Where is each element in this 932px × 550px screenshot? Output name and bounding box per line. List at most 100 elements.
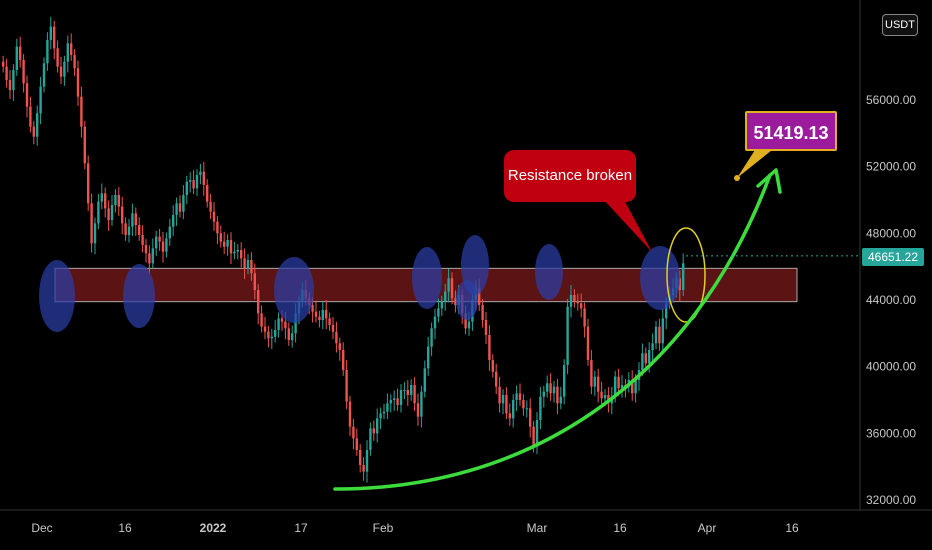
- candle-body: [284, 321, 287, 329]
- y-tick-label: 48000.00: [866, 226, 916, 240]
- candle-body: [229, 240, 233, 254]
- candle-body: [46, 40, 49, 64]
- x-tick-label: 16: [785, 521, 799, 535]
- candle-body: [420, 391, 423, 417]
- candle-body: [518, 393, 522, 400]
- candle-body: [127, 226, 131, 235]
- candle-body: [49, 26, 52, 40]
- candle-body: [287, 328, 290, 340]
- candle-body: [552, 386, 556, 394]
- highlight-circle: [461, 235, 489, 295]
- candle-body: [508, 413, 511, 419]
- candle-body: [110, 205, 114, 220]
- highlight-circle: [39, 260, 75, 332]
- candle-body: [236, 250, 239, 252]
- candle-body: [614, 376, 617, 397]
- candle-body: [199, 171, 202, 175]
- target-pointer: [737, 150, 772, 178]
- candle-body: [267, 331, 270, 339]
- y-tick-label: 56000.00: [866, 93, 916, 107]
- candle-body: [580, 303, 583, 309]
- candle-body: [488, 335, 491, 360]
- candle-body: [654, 326, 658, 344]
- candle-body: [80, 96, 83, 127]
- highlight-circle: [412, 247, 442, 309]
- candle-body: [280, 318, 284, 322]
- highlight-circle: [640, 246, 680, 310]
- candle-body: [369, 428, 372, 450]
- candle-body: [53, 26, 56, 49]
- candle-body: [682, 263, 685, 290]
- candle-body: [216, 221, 219, 234]
- candle-body: [138, 225, 141, 235]
- candle-body: [539, 396, 542, 420]
- highlight-circle: [535, 244, 563, 300]
- candle-body: [39, 86, 42, 114]
- candle-body: [512, 400, 515, 419]
- candle-body: [318, 316, 321, 320]
- candle-body: [631, 380, 634, 394]
- candle-body: [678, 278, 681, 290]
- candle-body: [131, 213, 134, 227]
- candle-body: [87, 163, 90, 204]
- candle-body: [314, 311, 318, 317]
- candle-body: [342, 350, 345, 370]
- candle-body: [12, 70, 15, 90]
- x-tick-label: 16: [118, 521, 132, 535]
- y-tick-label: 32000.00: [866, 493, 916, 507]
- candle-body: [590, 360, 593, 387]
- x-tick-label: 16: [613, 521, 627, 535]
- candle-body: [433, 316, 437, 329]
- current-price-tag: 46651.22: [862, 248, 924, 266]
- candle-body: [586, 326, 590, 360]
- currency-badge[interactable]: USDT: [882, 14, 918, 36]
- candle-body: [423, 368, 426, 392]
- candle-body: [66, 43, 69, 62]
- candle-body: [8, 80, 12, 90]
- candle-body: [70, 43, 73, 55]
- candle-body: [22, 60, 25, 84]
- candle-body: [559, 396, 562, 404]
- candle-body: [563, 365, 566, 397]
- candle-body: [117, 195, 120, 207]
- highlight-circle: [123, 264, 155, 328]
- candle-body: [546, 383, 549, 392]
- candle-body: [430, 328, 433, 347]
- candle-body: [29, 106, 32, 127]
- x-tick-label: Dec: [31, 521, 52, 535]
- candle-body: [246, 260, 250, 269]
- x-tick-label: Feb: [373, 521, 394, 535]
- candle-body: [114, 195, 117, 205]
- candle-body: [100, 193, 103, 202]
- candle-body: [491, 360, 494, 372]
- candle-body: [658, 326, 661, 344]
- candle-body: [270, 336, 273, 339]
- candle-body: [593, 376, 596, 387]
- candle-body: [134, 213, 137, 225]
- candle-body: [206, 185, 209, 202]
- candle-body: [172, 215, 175, 227]
- callout-tail: [604, 196, 652, 252]
- y-tick-label: 36000.00: [866, 426, 916, 440]
- candle-body: [467, 321, 471, 329]
- candle-body: [464, 313, 467, 329]
- trend-arrow: [333, 173, 772, 491]
- candle-body: [440, 301, 443, 309]
- candle-body: [277, 318, 280, 330]
- candle-body: [620, 385, 624, 389]
- candle-body: [403, 390, 406, 391]
- candle-body: [178, 203, 182, 212]
- candle-body: [148, 253, 151, 264]
- candle-body: [376, 418, 379, 434]
- y-tick-label: 44000.00: [866, 293, 916, 307]
- candle-body: [212, 211, 216, 222]
- candle-body: [151, 248, 154, 264]
- candle-body: [223, 241, 226, 247]
- candle-body: [542, 391, 545, 397]
- candle-body: [362, 465, 365, 472]
- candle-body: [168, 226, 171, 239]
- candle-body: [73, 55, 76, 69]
- candle-body: [525, 408, 528, 410]
